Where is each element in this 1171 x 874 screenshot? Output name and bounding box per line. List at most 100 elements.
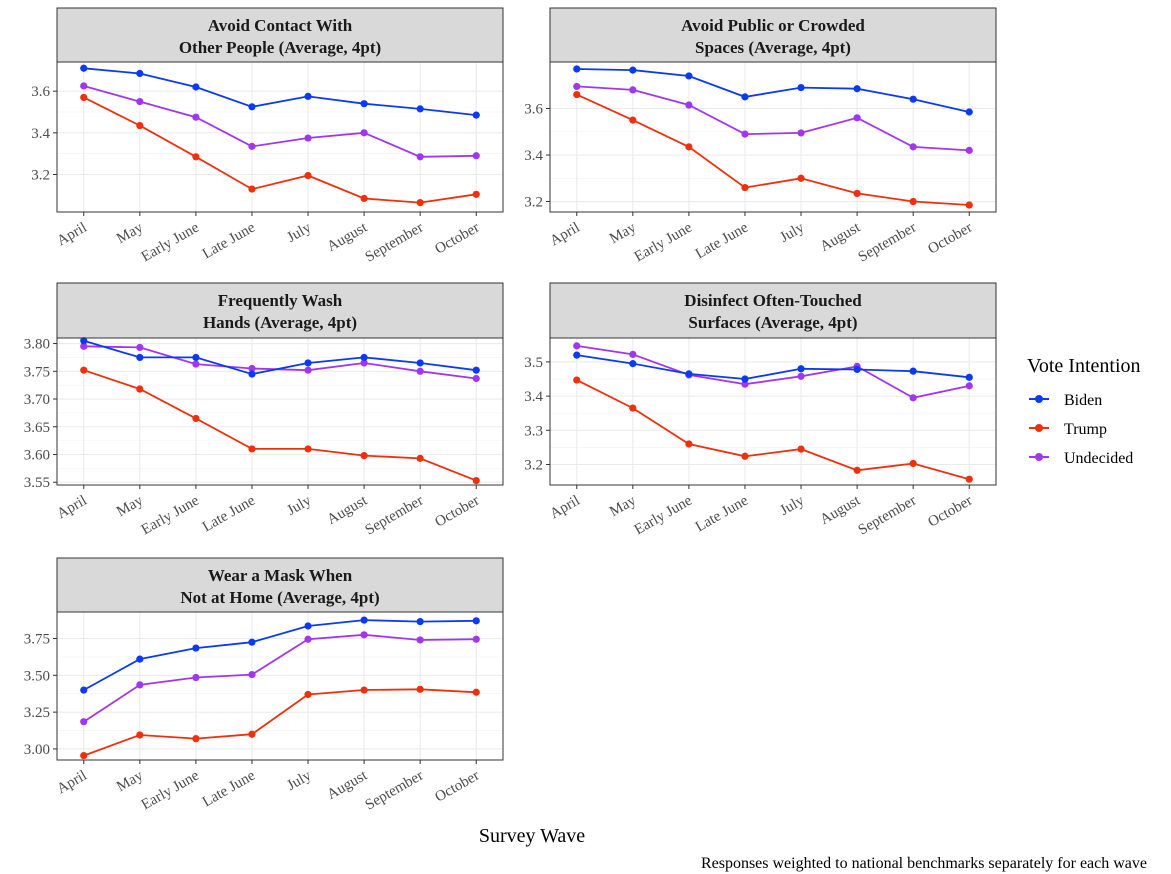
x-tick-label: April [547, 220, 582, 250]
data-point-biden [248, 638, 256, 646]
panel-border [56, 611, 504, 761]
legend-key-point-undecided [1035, 453, 1043, 461]
data-point-biden [685, 370, 693, 378]
series-line-undecided [576, 345, 970, 399]
data-point-biden [629, 66, 637, 74]
data-point-biden [629, 360, 637, 368]
data-point-undecided [416, 367, 424, 375]
data-point-trump [136, 385, 144, 393]
series-line-trump [83, 369, 477, 482]
data-point-trump [629, 116, 637, 124]
data-point-trump [304, 690, 312, 699]
data-point-undecided [797, 129, 805, 137]
data-point-undecided [909, 394, 917, 402]
facet-title-line-1: Avoid Contact With [208, 16, 353, 35]
data-point-biden [965, 373, 973, 381]
legend-key-point-trump [1035, 424, 1043, 432]
x-tick-label: May [114, 219, 146, 247]
x-tick-label: Early June [139, 767, 202, 813]
legend-item-undecided: Undecided [1029, 450, 1133, 467]
data-point-biden [80, 686, 88, 694]
data-point-trump [797, 445, 805, 453]
facet-panel-5: Wear a Mask When Not at Home (Average, 4p… [24, 557, 504, 814]
data-point-trump [472, 476, 480, 485]
data-point-biden [360, 353, 368, 362]
data-point-undecided [136, 343, 144, 352]
y-tick-label: 3.55 [24, 475, 50, 491]
series-line-biden [83, 619, 477, 691]
data-point-undecided [416, 636, 424, 644]
x-tick-label: August [818, 492, 864, 528]
data-point-biden [304, 92, 312, 100]
data-point-undecided [965, 146, 973, 154]
series-line-undecided [83, 633, 477, 723]
x-tick-label: Early June [632, 219, 695, 265]
data-point-biden [472, 366, 480, 374]
panel-border [56, 337, 504, 486]
legend-key-point-biden [1035, 395, 1043, 403]
y-tick-label: 3.00 [24, 742, 50, 758]
x-tick-label: October [432, 493, 482, 531]
data-point-undecided [685, 101, 693, 109]
data-point-biden [80, 64, 88, 72]
x-tick-label: Late June [200, 767, 258, 810]
data-point-undecided [248, 670, 256, 679]
x-tick-label: Late June [200, 492, 258, 535]
y-tick-label: 3.2 [31, 168, 50, 184]
series-line-trump [576, 93, 970, 206]
facet-strip [549, 7, 997, 63]
data-point-trump [136, 731, 144, 739]
data-point-trump [909, 197, 917, 206]
y-tick-label: 3.5 [524, 355, 543, 371]
y-tick-label: 3.25 [24, 705, 50, 721]
data-point-undecided [80, 718, 88, 726]
y-tick-label: 3.2 [524, 195, 543, 211]
data-point-trump [192, 414, 200, 423]
data-point-biden [909, 367, 917, 375]
facet-title-line-2: Surfaces (Average, 4pt) [688, 313, 857, 332]
y-tick-label: 3.2 [524, 457, 543, 473]
x-tick-label: May [114, 767, 146, 795]
data-point-undecided [304, 134, 312, 142]
y-tick-label: 3.80 [24, 337, 50, 353]
data-point-biden [136, 353, 144, 362]
y-tick-label: 3.60 [24, 447, 50, 463]
series-line-biden [576, 354, 970, 380]
data-point-trump [416, 685, 424, 693]
data-point-undecided [573, 342, 581, 350]
series-line-trump [576, 379, 970, 481]
plot-background [57, 62, 503, 212]
data-point-biden [573, 351, 581, 359]
panel-border [56, 61, 504, 213]
x-tick-label: Late June [693, 219, 751, 262]
data-point-undecided [360, 129, 368, 137]
data-point-undecided [360, 631, 368, 639]
data-point-undecided [741, 380, 749, 388]
x-tick-label: April [54, 768, 89, 798]
data-point-trump [472, 190, 480, 198]
data-point-undecided [573, 82, 581, 91]
x-tick-label: Late June [693, 492, 751, 535]
data-point-trump [360, 194, 368, 203]
data-point-biden [573, 65, 581, 73]
data-point-trump [853, 466, 861, 474]
y-tick-label: 3.3 [524, 423, 543, 439]
x-tick-label: October [925, 220, 975, 258]
x-tick-label: July [284, 219, 314, 246]
data-point-biden [360, 616, 368, 624]
x-tick-label: May [607, 492, 639, 520]
data-point-trump [741, 452, 749, 460]
x-tick-label: April [54, 220, 89, 250]
x-tick-label: July [284, 492, 314, 519]
data-point-biden [741, 93, 749, 101]
data-point-undecided [136, 681, 144, 689]
data-point-biden [797, 83, 805, 92]
facet-panel-4: Disinfect Often-Touched Surfaces (Average… [524, 282, 997, 539]
panel-border [549, 337, 997, 486]
facet-strip [56, 7, 504, 63]
data-point-trump [965, 475, 973, 483]
y-tick-label: 3.50 [24, 668, 50, 684]
plot-background [57, 338, 503, 485]
data-point-undecided [853, 114, 861, 122]
x-tick-label: September [363, 768, 427, 814]
